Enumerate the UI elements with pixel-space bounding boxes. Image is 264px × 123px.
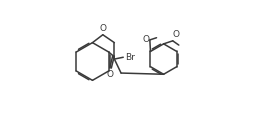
Text: O: O [100,24,107,33]
Text: O: O [142,35,149,44]
Text: O: O [106,70,113,79]
Text: Br: Br [125,53,135,62]
Text: O: O [173,30,180,39]
